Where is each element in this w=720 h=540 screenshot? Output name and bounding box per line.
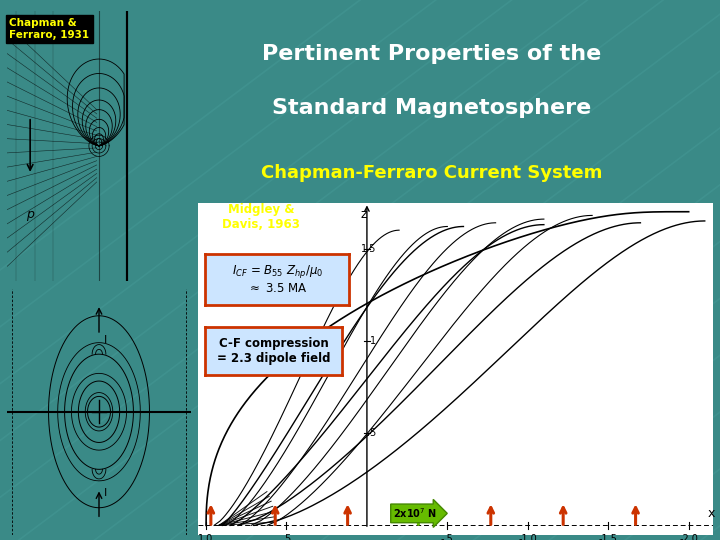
Text: 1.0: 1.0 — [199, 534, 214, 540]
Text: 2x10$^7$ N: 2x10$^7$ N — [393, 507, 437, 520]
Text: Chapman &
Ferraro, 1931: Chapman & Ferraro, 1931 — [9, 18, 89, 39]
Text: z: z — [361, 208, 367, 221]
Text: Standard Magnetosphere: Standard Magnetosphere — [272, 98, 592, 118]
Text: -2.0: -2.0 — [679, 534, 698, 540]
Text: Midgley &
Davis, 1963: Midgley & Davis, 1963 — [222, 204, 300, 231]
Text: -1.5: -1.5 — [599, 534, 618, 540]
Text: C-F compression
= 2.3 dipole field: C-F compression = 2.3 dipole field — [217, 337, 330, 365]
Text: x: x — [708, 507, 716, 520]
Text: I: I — [104, 488, 107, 498]
Text: 1: 1 — [371, 336, 377, 346]
Text: I: I — [104, 335, 107, 345]
Text: Chapman-Ferraro Current System: Chapman-Ferraro Current System — [261, 164, 603, 182]
Text: .5: .5 — [367, 428, 377, 438]
Text: $I_{CF}$ = $B_{55}$ $Z_{hp}$/$\mu_0$
$\approx$ 3.5 MA: $I_{CF}$ = $B_{55}$ $Z_{hp}$/$\mu_0$ $\a… — [232, 264, 323, 295]
Text: p: p — [26, 208, 34, 221]
Text: -1.0: -1.0 — [518, 534, 537, 540]
Text: Pertinent Properties of the: Pertinent Properties of the — [262, 44, 602, 64]
Text: 1.5: 1.5 — [361, 244, 377, 254]
Text: .5: .5 — [282, 534, 291, 540]
Text: -.5: -.5 — [441, 534, 454, 540]
